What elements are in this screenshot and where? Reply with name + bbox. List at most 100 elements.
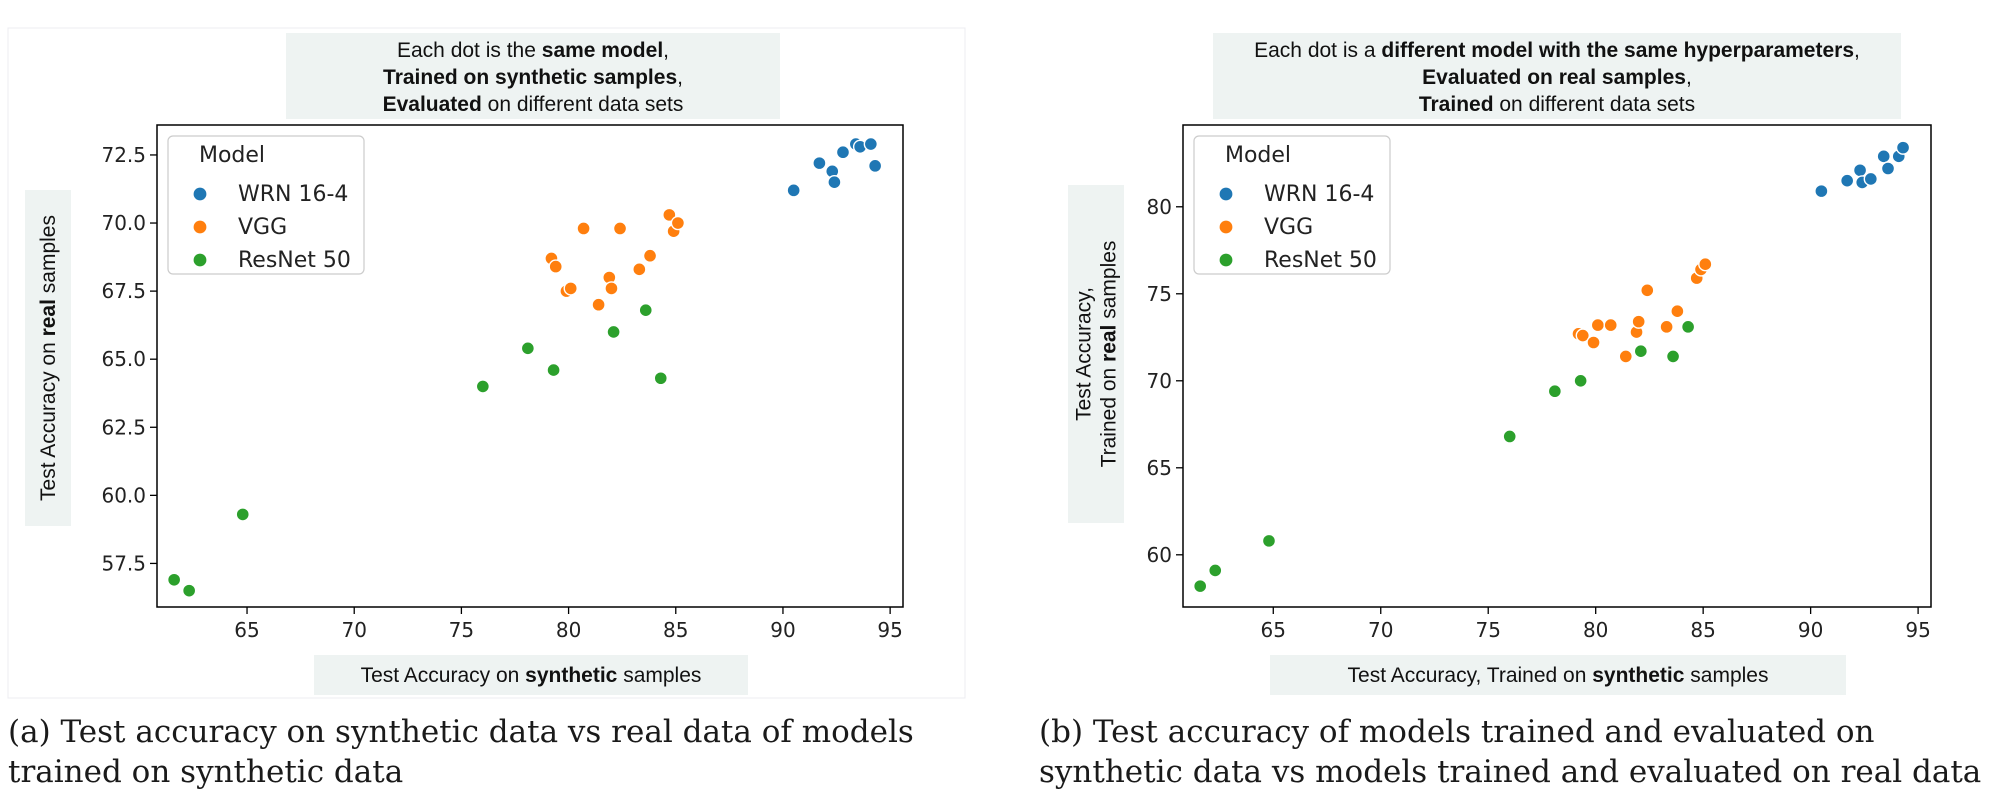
legend-marker [1218,219,1234,235]
data-point [475,379,491,394]
data-point [835,145,851,160]
data-point [662,207,677,223]
data-point [670,215,686,231]
data-point [827,174,842,190]
data-point [1208,563,1223,578]
legend-label: WRN 16-4 [1264,182,1374,207]
y-tick-label: 60 [1147,543,1172,567]
legend-marker [192,252,208,268]
y-tick-label: 70.0 [101,211,146,235]
data-point [1586,335,1601,350]
data-point [576,221,591,236]
data-point [166,572,182,587]
x-tick-label: 65 [1261,618,1286,642]
data-point [563,281,578,296]
data-point [1659,319,1674,335]
x-tick-label: 75 [449,618,474,642]
annotation-line: Evaluated on real samples, [1422,66,1692,89]
legend-label: VGG [238,215,287,240]
data-point [1876,149,1891,164]
data-point [1573,373,1588,388]
data-point [1640,283,1655,298]
x-axis-label-box [1270,655,1846,695]
data-point [812,155,827,171]
legend-label: ResNet 50 [238,248,351,273]
data-point [1618,349,1633,364]
data-point [1631,314,1646,329]
data-point [1665,349,1681,364]
annotation-line: Trained on different data sets [1419,93,1695,116]
x-tick-label: 70 [1368,618,1393,642]
annotation-line: Evaluated on different data sets [383,93,684,116]
x-axis-label: Test Accuracy, Trained on synthetic samp… [1348,664,1769,687]
y-axis-label: Test Accuracy on real samples [37,215,60,501]
legend-label: VGG [1264,215,1313,240]
x-tick-label: 95 [877,618,902,642]
y-axis-label-box [1068,185,1124,523]
data-point [1839,173,1855,188]
data-point [1698,257,1713,272]
data-point [1502,429,1517,444]
x-axis-label-box [314,655,748,695]
data-point [863,136,879,152]
x-tick-label: 85 [1690,618,1715,642]
data-point [1192,578,1208,594]
data-point [181,583,197,598]
data-point [1670,303,1685,319]
annotation-line: Each dot is the same model, [397,39,669,62]
legend-marker [192,186,208,202]
legend-label: ResNet 50 [1264,248,1377,273]
data-point [642,248,658,263]
legend-box [167,135,365,275]
legend-marker [1218,252,1234,268]
data-point [1680,319,1696,335]
data-point [1590,317,1606,333]
y-tick-label: 72.5 [101,143,146,167]
y-tick-label: 57.5 [101,551,146,575]
data-point [786,183,801,198]
plot-frame [1182,124,1932,608]
y-tick-label: 80 [1147,195,1172,219]
chart-a: Each dot is the same model, Trained on sy… [7,27,966,699]
data-point [1633,344,1649,359]
caption-b: (b) Test accuracy of models trained and … [1039,714,1982,790]
y-tick-label: 62.5 [101,415,146,439]
data-point [1895,140,1911,155]
x-tick-label: 85 [663,618,688,642]
plot-frame [156,124,904,608]
data-point [612,221,628,236]
x-tick-label: 65 [234,618,259,642]
x-tick-label: 75 [1475,618,1500,642]
chart-b: Each dot is a different model with the s… [1068,33,1932,695]
legend-label: WRN 16-4 [238,182,348,207]
data-point [632,262,647,277]
y-axis-label: Trained on real samples [1098,241,1121,468]
y-tick-label: 65.0 [101,347,146,371]
legend-box [1193,135,1391,275]
data-point [591,297,606,312]
data-point [1575,328,1590,343]
legend-title: Model [1225,143,1291,168]
data-point [546,362,561,378]
legend-title: Model [199,143,265,168]
x-axis-label: Test Accuracy on synthetic samples [361,664,702,687]
x-tick-label: 80 [1583,618,1608,642]
data-point [1261,533,1277,549]
annotation-box [286,33,780,119]
figure-border [7,27,966,699]
data-point [1547,384,1563,399]
data-point [638,302,653,318]
legend-marker [192,219,208,235]
y-axis-label: Test Accuracy, [1073,287,1096,421]
data-point [1814,183,1829,199]
data-point [1880,161,1896,176]
x-tick-label: 70 [341,618,366,642]
data-point [1863,171,1879,187]
y-tick-label: 65 [1147,456,1172,480]
data-point [604,281,619,296]
y-tick-label: 70 [1147,369,1172,393]
x-tick-label: 95 [1905,618,1930,642]
annotation-box [1213,33,1901,119]
data-point [867,158,883,174]
